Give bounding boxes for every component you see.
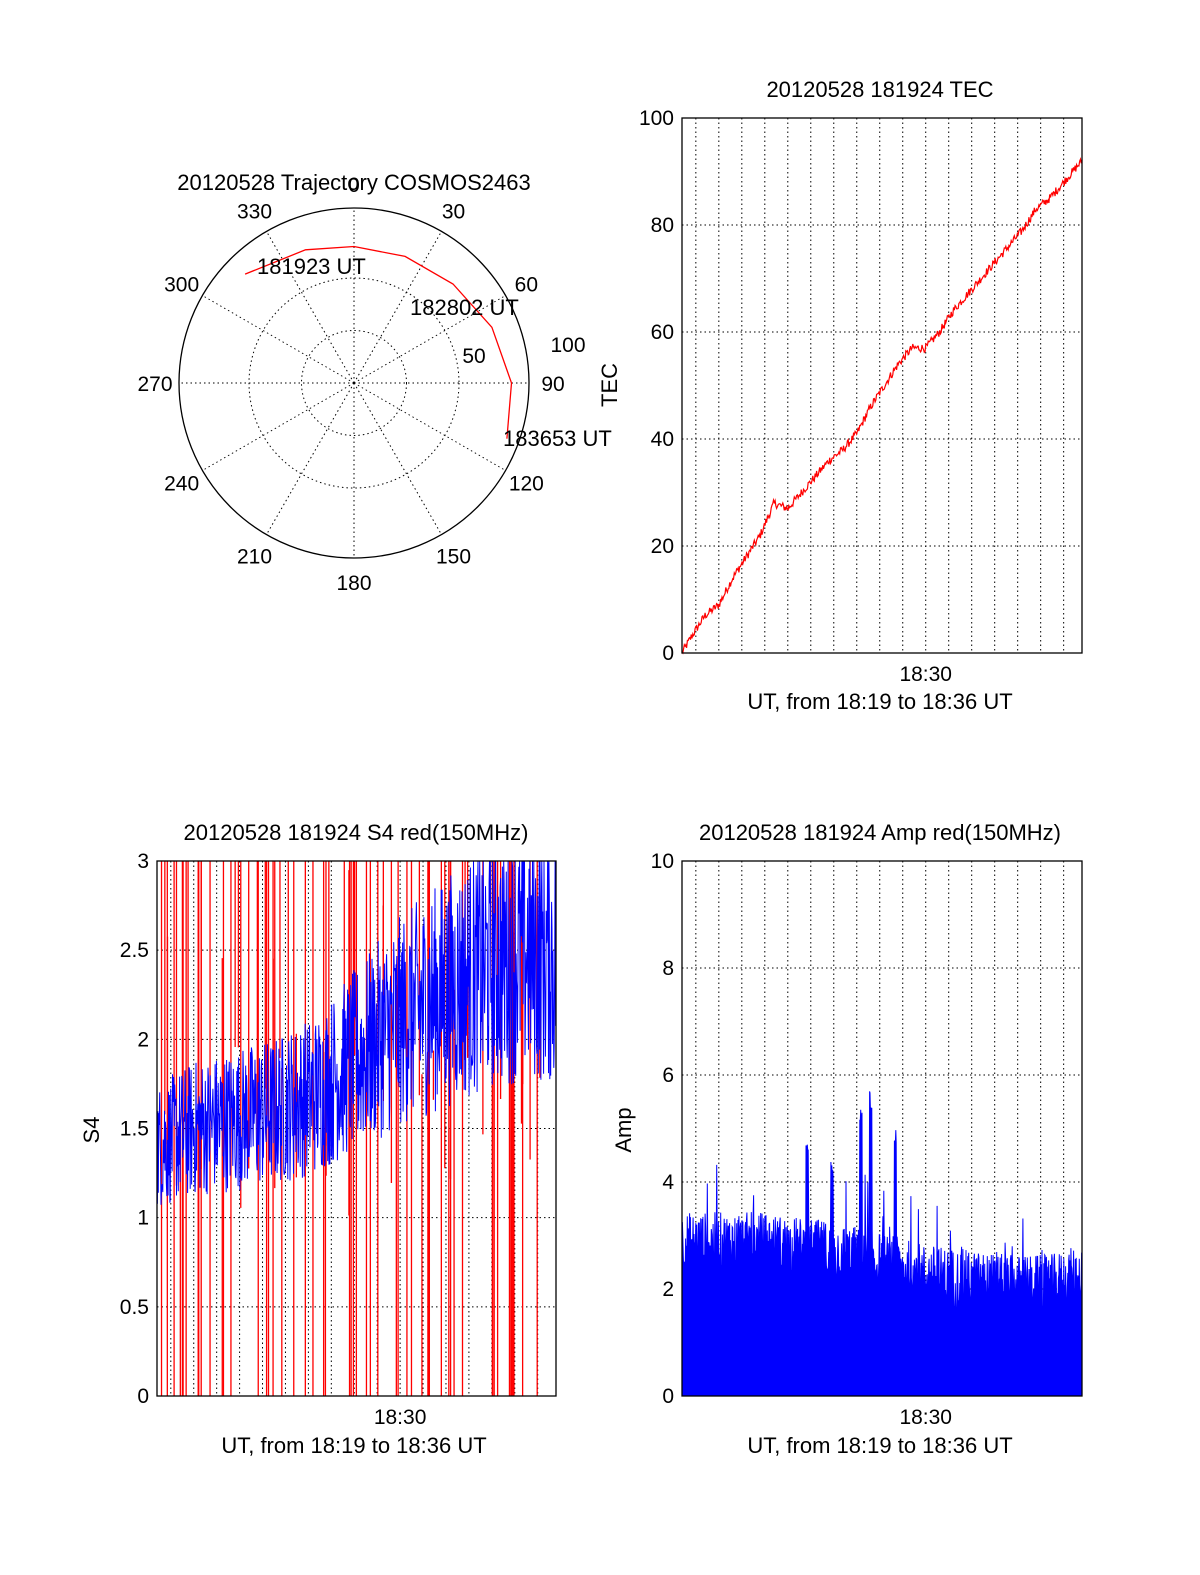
amp-title: 20120528 181924 Amp red(150MHz) [699, 820, 1061, 845]
polar-angle-labels: 0 30 60 90 120 150 180 210 240 270 300 330 50 100 [137, 174, 585, 595]
tec-ylabel: TEC [597, 363, 622, 407]
amp-chart: 20120528 181924 Amp red(150MHz) UT, from… [611, 820, 1083, 1458]
tec-chart: 20120528 181924 TEC UT, from 18:19 to 18… [597, 77, 1083, 714]
polar-angle-label: 300 [164, 274, 199, 297]
y-tick-label: 0.5 [120, 1296, 149, 1319]
amp-xlabel: UT, from 18:19 to 18:36 UT [747, 1433, 1012, 1458]
y-tick-label: 100 [639, 107, 674, 130]
x-tick-label: 18:30 [899, 663, 952, 686]
grid-lines [682, 117, 1082, 654]
polar-angle-label: 180 [336, 572, 371, 595]
s4-ylabel: S4 [79, 1117, 104, 1144]
plot-frame [156, 860, 557, 1397]
polar-spoke-120 [353, 382, 506, 471]
polar-angle-label: 330 [237, 201, 272, 224]
y-tick-label: 0 [137, 1385, 149, 1408]
y-tick-label: 4 [662, 1171, 674, 1194]
polar-grid-circle-30 [301, 330, 407, 436]
polar-title: 20120528 Trajectory COSMOS2463 [177, 170, 530, 195]
plot-frame [681, 860, 1083, 1397]
y-tick-label: 1 [137, 1207, 149, 1230]
y-tick-label: 80 [651, 214, 674, 237]
x-tick-label: 18:30 [899, 1406, 952, 1429]
s4-chart: 20120528 181924 S4 red(150MHz) UT, from … [79, 820, 557, 1458]
polar-radial-label: 100 [550, 334, 585, 357]
polar-angle-label: 0 [348, 174, 360, 197]
polar-track-line [244, 245, 513, 439]
y-tick-label: 2.5 [120, 939, 149, 962]
y-tick-label: 3 [137, 850, 149, 873]
polar-grid [178, 207, 530, 559]
tec-xlabel: UT, from 18:19 to 18:36 UT [747, 689, 1012, 714]
polar-angle-label: 150 [436, 545, 471, 568]
tec-line [681, 156, 1083, 655]
polar-trajectory-chart: 20120528 Trajectory COSMOS2463 0 30 60 90 12… [137, 170, 611, 595]
polar-angle-label: 60 [515, 274, 538, 297]
polar-outer-circle [178, 207, 530, 559]
polar-radial-label: 50 [462, 345, 485, 368]
polar-spoke-240 [202, 382, 355, 471]
amp-ylabel: Amp [611, 1107, 636, 1152]
x-tick-label: 18:30 [374, 1406, 427, 1429]
polar-annotation: 181923 UT [257, 254, 366, 279]
y-tick-label: 0 [662, 642, 674, 665]
plot-frame [681, 117, 1083, 654]
tec-title: 20120528 181924 TEC [766, 77, 993, 102]
polar-angle-label: 120 [509, 473, 544, 496]
polar-angle-label: 210 [237, 545, 272, 568]
y-tick-label: 20 [651, 535, 674, 558]
polar-track: 181923 UT 182802 UT 183653 UT [244, 245, 612, 451]
s4-title: 20120528 181924 S4 red(150MHz) [184, 820, 529, 845]
y-tick-label: 8 [662, 957, 674, 980]
s4-xlabel: UT, from 18:19 to 18:36 UT [221, 1433, 486, 1458]
polar-angle-label: 90 [541, 373, 564, 396]
y-tick-label: 0 [662, 1385, 674, 1408]
y-tick-label: 1.5 [120, 1118, 149, 1141]
y-tick-label: 2 [137, 1028, 149, 1051]
polar-spoke-210 [266, 382, 355, 535]
polar-angle-label: 30 [442, 201, 465, 224]
polar-annotation: 182802 UT [410, 295, 519, 320]
amp-area [681, 1091, 1083, 1397]
polar-angle-label: 270 [137, 373, 172, 396]
polar-angle-label: 240 [164, 473, 199, 496]
polar-annotation: 183653 UT [503, 426, 612, 451]
y-tick-label: 2 [662, 1278, 674, 1301]
polar-spoke-300 [202, 295, 355, 384]
y-tick-label: 6 [662, 1064, 674, 1087]
polar-spoke-150 [353, 382, 442, 535]
y-tick-label: 40 [651, 428, 674, 451]
y-tick-label: 60 [651, 321, 674, 344]
y-tick-label: 10 [651, 850, 674, 873]
